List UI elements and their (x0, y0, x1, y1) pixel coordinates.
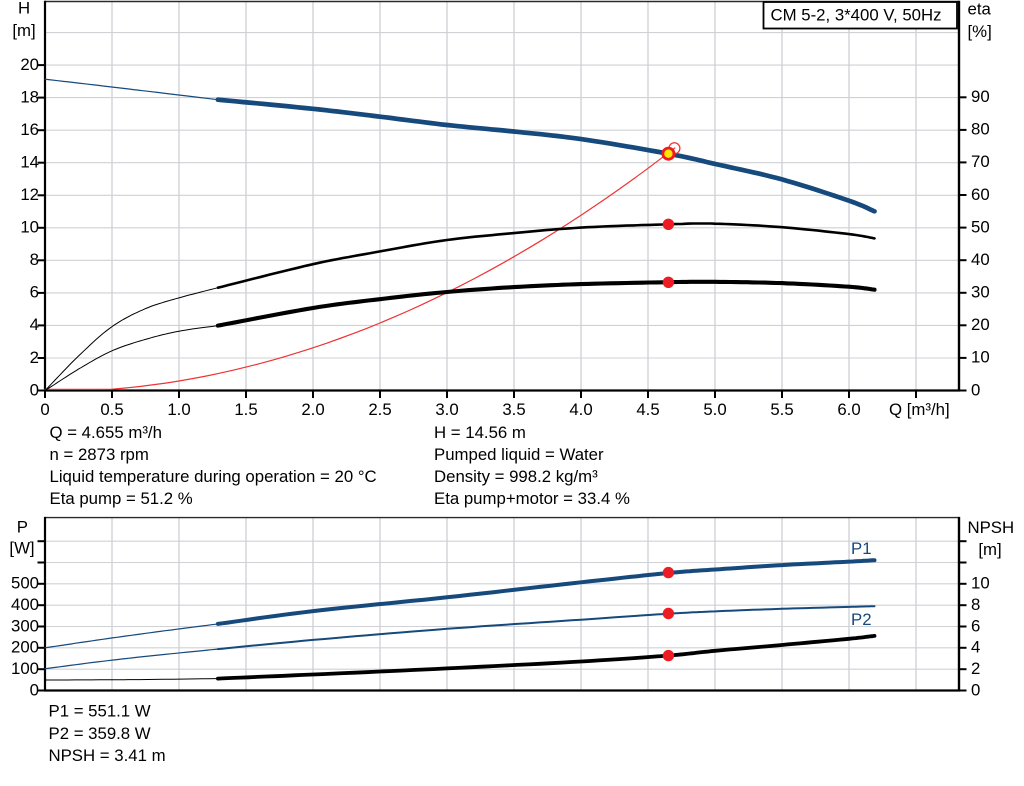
svg-text:0: 0 (971, 680, 980, 699)
svg-text:8: 8 (971, 595, 980, 614)
svg-text:10: 10 (20, 218, 39, 237)
svg-text:4.5: 4.5 (636, 400, 659, 419)
svg-text:400: 400 (11, 595, 39, 614)
svg-text:0.5: 0.5 (100, 400, 123, 419)
svg-text:NPSH: NPSH (968, 518, 1015, 537)
svg-text:3.0: 3.0 (435, 400, 458, 419)
svg-text:2: 2 (971, 659, 980, 678)
svg-text:2.0: 2.0 (301, 400, 324, 419)
svg-text:0: 0 (971, 380, 980, 399)
svg-text:[m]: [m] (978, 540, 1001, 559)
svg-text:Liquid temperature during oper: Liquid temperature during operation = 20… (50, 467, 377, 486)
svg-text:6.0: 6.0 (837, 400, 860, 419)
svg-text:[%]: [%] (968, 22, 992, 41)
svg-text:10: 10 (971, 348, 990, 367)
svg-text:5.5: 5.5 (770, 400, 793, 419)
svg-text:Q [m³/h]: Q [m³/h] (889, 400, 950, 419)
svg-text:20: 20 (971, 315, 990, 334)
svg-text:0: 0 (40, 400, 49, 419)
svg-text:60: 60 (971, 185, 990, 204)
svg-text:Q = 4.655 m³/h: Q = 4.655 m³/h (50, 423, 162, 442)
svg-text:n = 2873 rpm: n = 2873 rpm (50, 445, 149, 464)
svg-text:Density = 998.2 kg/m³: Density = 998.2 kg/m³ (434, 467, 598, 486)
svg-text:6: 6 (30, 283, 39, 302)
svg-text:2.5: 2.5 (368, 400, 391, 419)
svg-text:[m]: [m] (12, 21, 35, 40)
svg-text:200: 200 (11, 638, 39, 657)
svg-text:Pumped liquid = Water: Pumped liquid = Water (434, 445, 604, 464)
svg-text:1.5: 1.5 (234, 400, 257, 419)
svg-text:P1 = 551.1 W: P1 = 551.1 W (49, 702, 151, 721)
svg-text:300: 300 (11, 616, 39, 635)
svg-text:NPSH = 3.41 m: NPSH = 3.41 m (49, 746, 166, 765)
svg-text:90: 90 (971, 87, 990, 106)
svg-text:8: 8 (30, 250, 39, 269)
svg-text:14: 14 (20, 153, 39, 172)
svg-text:[W]: [W] (9, 539, 34, 558)
svg-text:6: 6 (971, 616, 980, 635)
svg-text:4: 4 (30, 315, 39, 334)
svg-text:CM 5-2, 3*400 V, 50Hz: CM 5-2, 3*400 V, 50Hz (770, 6, 941, 25)
svg-text:30: 30 (971, 283, 990, 302)
svg-text:P2: P2 (851, 610, 872, 629)
svg-text:2: 2 (30, 348, 39, 367)
svg-text:H = 14.56 m: H = 14.56 m (434, 423, 526, 442)
svg-text:Eta pump+motor = 33.4 %: Eta pump+motor = 33.4 % (434, 489, 630, 508)
svg-text:0: 0 (30, 380, 39, 399)
svg-text:Eta pump = 51.2 %: Eta pump = 51.2 % (50, 489, 193, 508)
svg-text:P: P (17, 518, 28, 537)
svg-text:P1: P1 (851, 539, 872, 558)
svg-text:40: 40 (971, 250, 990, 269)
svg-text:500: 500 (11, 574, 39, 593)
svg-text:18: 18 (20, 87, 39, 106)
svg-text:100: 100 (11, 659, 39, 678)
svg-text:eta: eta (968, 0, 992, 19)
svg-text:50: 50 (971, 217, 990, 236)
svg-text:H: H (18, 0, 30, 18)
svg-text:16: 16 (20, 120, 39, 139)
svg-text:4: 4 (971, 638, 980, 657)
svg-text:P2 = 359.8 W: P2 = 359.8 W (49, 724, 151, 743)
svg-text:80: 80 (971, 120, 990, 139)
svg-text:10: 10 (971, 574, 990, 593)
svg-text:3.5: 3.5 (502, 400, 525, 419)
svg-text:20: 20 (20, 55, 39, 74)
svg-text:12: 12 (20, 185, 39, 204)
svg-text:5.0: 5.0 (703, 400, 726, 419)
svg-text:1.0: 1.0 (167, 400, 190, 419)
svg-text:70: 70 (971, 152, 990, 171)
svg-text:0: 0 (30, 680, 39, 699)
svg-text:4.0: 4.0 (569, 400, 592, 419)
